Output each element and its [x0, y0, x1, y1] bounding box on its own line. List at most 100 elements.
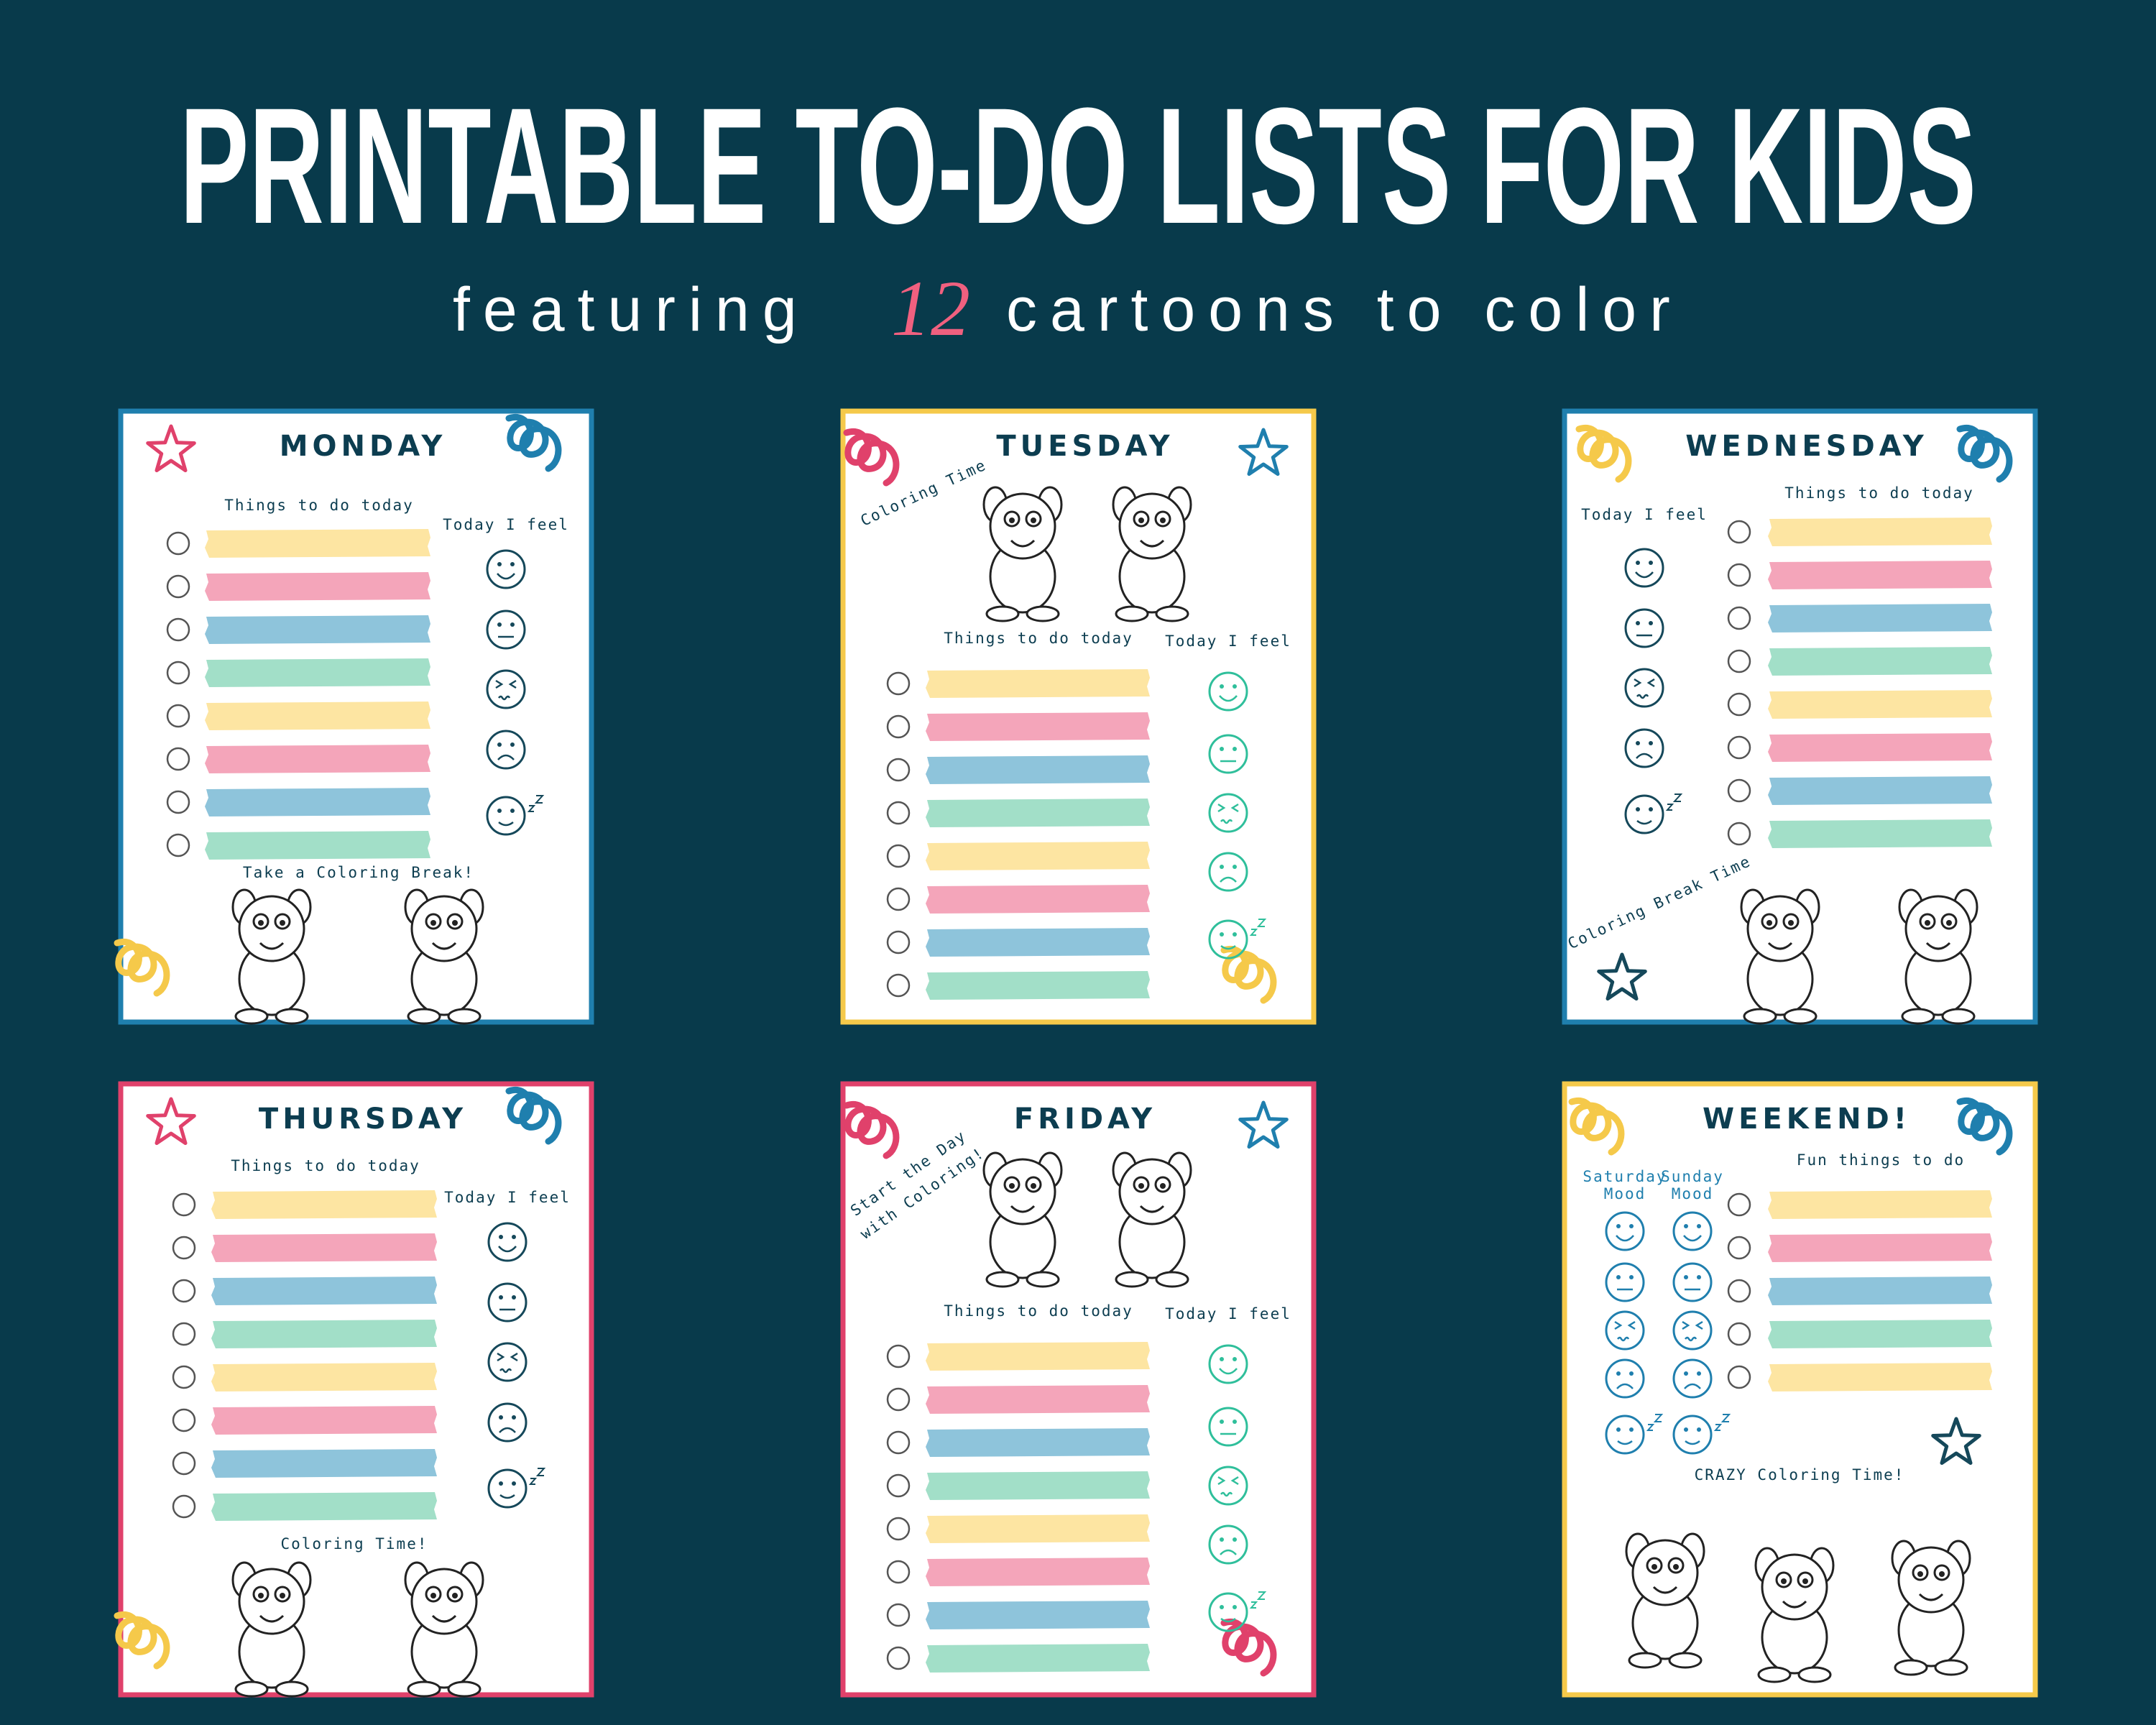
cartoon-foot [985, 1271, 1020, 1288]
star-doodle [1238, 1100, 1289, 1149]
face-eyes [1217, 803, 1239, 813]
cartoon-foot [1628, 1652, 1662, 1669]
checkbox [1727, 735, 1751, 760]
cartoon-head [410, 895, 478, 962]
task-line [926, 799, 1150, 827]
cartoon-foot [234, 1008, 269, 1025]
task-line [1768, 733, 1992, 762]
checkbox [1727, 1236, 1751, 1260]
face-eye [1697, 1427, 1701, 1432]
checkbox [166, 833, 190, 857]
checkbox [172, 1279, 196, 1303]
cartoon-pupil [1651, 1564, 1657, 1570]
mood-label: Sunday [1661, 1168, 1724, 1185]
cartoon-foot [1743, 1008, 1777, 1025]
face-eye [497, 742, 502, 747]
cartoon-foot [447, 1680, 482, 1698]
squiggle-doodle [1956, 1097, 2013, 1156]
cartoon-mouth [1139, 1205, 1165, 1213]
day-title: WEEKEND! [1703, 1103, 1911, 1136]
mood-face [1208, 734, 1248, 774]
cartoon-pupil [1917, 1571, 1923, 1577]
face-mouth [1685, 1440, 1700, 1445]
mood-face [486, 549, 526, 589]
cartoon-head [989, 492, 1056, 560]
checkbox [886, 1344, 911, 1368]
todo-card: MONDAY Things to do today Today I feel Take… [114, 408, 594, 1025]
mood-label: Today I feel [1581, 506, 1708, 523]
task-line [211, 1190, 437, 1219]
checkbox [1727, 520, 1751, 544]
cartoon-foot [1115, 605, 1149, 622]
face-mouth [499, 1427, 516, 1433]
checkbox [886, 714, 911, 739]
cartoon-head [1897, 1546, 1965, 1614]
checkbox [886, 1646, 911, 1670]
checkbox [166, 704, 190, 728]
face-eye [510, 562, 515, 566]
cartoon-pupil [1138, 1183, 1144, 1189]
mood-face [1208, 1592, 1248, 1632]
checkbox [1727, 649, 1751, 673]
face-eye [512, 1481, 516, 1486]
star-doodle [146, 1097, 196, 1145]
checkbox [886, 973, 911, 998]
face-eye [1220, 1537, 1224, 1542]
checkbox [886, 887, 911, 911]
task-line [1768, 647, 1992, 676]
cartoon-head [238, 1568, 305, 1635]
mood-face [1624, 728, 1664, 768]
face-eye [1636, 807, 1640, 811]
mood-face [486, 730, 526, 770]
face-eye [1220, 1605, 1224, 1609]
todo-card: WEEKEND!Fun things to doSaturdayMoodSund… [1562, 1081, 2038, 1698]
checkbox [886, 1387, 911, 1412]
cartoon-pupil [430, 1593, 436, 1598]
task-line [926, 1644, 1150, 1673]
cartoon-mouth [1767, 942, 1793, 950]
mood-face [487, 1402, 528, 1443]
cartoon-foot [1941, 1008, 1976, 1025]
mood-label: Today I feel [443, 516, 569, 533]
face-eyes [1682, 1320, 1703, 1330]
cartoon-foot [1668, 1652, 1703, 1669]
checkbox [886, 1430, 911, 1455]
cartoon-head [1904, 895, 1972, 962]
cartoon-mouth [259, 1614, 285, 1623]
mood-face [1624, 608, 1664, 648]
face-eye [497, 809, 502, 813]
mood-face [1605, 1358, 1645, 1399]
task-line [1768, 1233, 1992, 1262]
cartoon-pupil [1031, 518, 1036, 523]
mood-face [487, 1222, 528, 1262]
checkbox [166, 617, 190, 642]
task-line [926, 1428, 1150, 1457]
mood-face [487, 1282, 528, 1322]
mood-face [1208, 852, 1248, 892]
task-line [1768, 819, 1992, 848]
mood-face [1605, 1414, 1645, 1455]
task-line [1768, 776, 1992, 805]
cartoon-mouth [1010, 539, 1036, 548]
face-eye [1616, 1224, 1621, 1228]
task-line [926, 1385, 1150, 1414]
cartoon-head [1118, 1158, 1186, 1225]
task-line [205, 745, 430, 773]
mood-label: Today I feel [1165, 632, 1291, 650]
face-eye [1233, 747, 1237, 751]
cartoon-pupil [452, 1593, 458, 1598]
mood-face [1208, 1466, 1248, 1506]
cartoon-pupil [258, 920, 264, 926]
face-eye [497, 562, 502, 566]
face-mouth [498, 821, 514, 827]
mood-face [487, 1468, 528, 1509]
cartoon-head [1118, 492, 1186, 560]
mood-face [1605, 1211, 1645, 1251]
cartoon-foot [1901, 1008, 1935, 1025]
cartoon-foot [275, 1008, 309, 1025]
mood-face [1208, 793, 1248, 833]
